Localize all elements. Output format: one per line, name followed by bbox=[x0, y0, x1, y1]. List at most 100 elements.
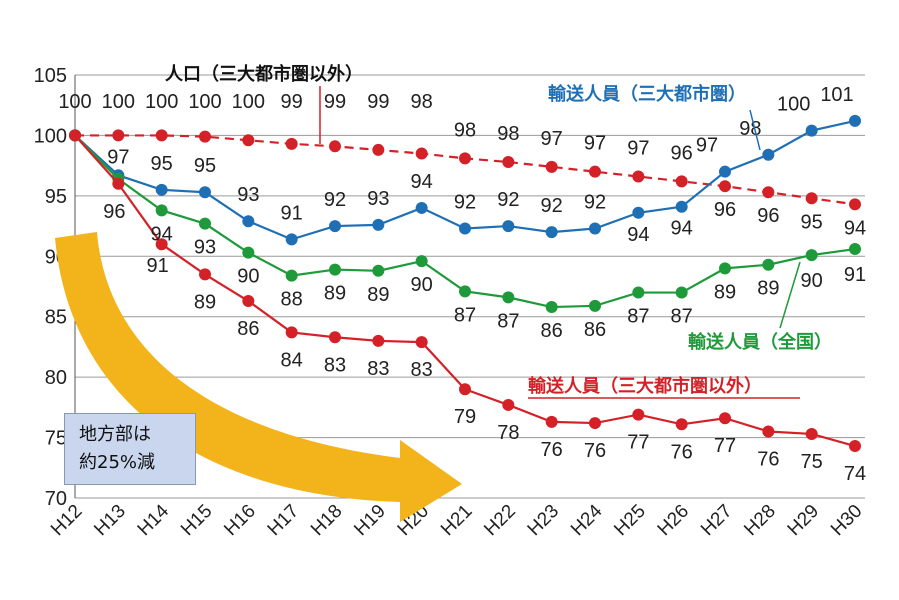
x-tick-label: H26 bbox=[654, 501, 693, 540]
data-point bbox=[285, 269, 298, 282]
data-label: 89 bbox=[714, 281, 736, 303]
x-tick-label: H19 bbox=[350, 501, 389, 540]
data-point bbox=[372, 218, 385, 231]
data-point bbox=[459, 152, 471, 165]
x-tick-label: H14 bbox=[134, 500, 174, 540]
series-name-label: 輸送人員（三大都市圏） bbox=[548, 83, 746, 105]
data-label: 95 bbox=[801, 211, 823, 233]
x-tick-label: H23 bbox=[524, 501, 563, 540]
data-point bbox=[329, 331, 341, 344]
x-tick-label: H27 bbox=[697, 501, 736, 540]
data-label: 97 bbox=[627, 138, 649, 160]
x-tick-label: H16 bbox=[220, 501, 259, 540]
data-point bbox=[719, 262, 731, 275]
y-tick-label: 100 bbox=[34, 125, 67, 147]
data-point bbox=[459, 285, 471, 298]
x-tick-label: H13 bbox=[90, 501, 129, 540]
data-point bbox=[545, 301, 558, 314]
data-label: 91 bbox=[844, 264, 866, 286]
data-point bbox=[719, 165, 731, 178]
data-label: 83 bbox=[411, 359, 433, 381]
data-point bbox=[112, 129, 125, 142]
data-point bbox=[675, 286, 688, 299]
decline-arrow bbox=[55, 232, 462, 522]
data-point bbox=[719, 180, 731, 193]
data-label: 88 bbox=[281, 289, 303, 311]
data-point bbox=[155, 238, 168, 251]
data-label: 93 bbox=[237, 184, 259, 206]
annotation-line-1: 地方部は bbox=[79, 424, 151, 445]
data-label: 89 bbox=[194, 291, 216, 313]
data-label: 92 bbox=[497, 189, 519, 211]
data-point bbox=[242, 295, 255, 308]
data-label: 94 bbox=[844, 217, 866, 239]
data-label: 93 bbox=[194, 237, 216, 259]
data-label: 100 bbox=[102, 91, 135, 113]
x-tick-label: H21 bbox=[437, 501, 476, 540]
data-label: 90 bbox=[411, 274, 433, 296]
data-label: 79 bbox=[454, 406, 476, 428]
series-name-label: 輸送人員（三大都市圏以外） bbox=[528, 375, 762, 397]
data-label: 95 bbox=[151, 153, 173, 175]
data-point bbox=[719, 412, 731, 425]
data-point bbox=[242, 246, 255, 259]
data-point bbox=[589, 222, 601, 235]
x-tick-label: H30 bbox=[827, 501, 866, 540]
data-label: 75 bbox=[801, 451, 823, 473]
x-tick-label: H22 bbox=[480, 501, 519, 540]
data-label: 100 bbox=[58, 91, 91, 113]
data-point bbox=[415, 255, 428, 268]
series-name-label: 輸送人員（全国） bbox=[688, 331, 832, 353]
data-point bbox=[762, 148, 775, 161]
data-point bbox=[589, 417, 601, 430]
data-point bbox=[372, 143, 385, 156]
data-point bbox=[285, 137, 298, 150]
data-label: 96 bbox=[671, 142, 693, 164]
data-point bbox=[459, 222, 471, 235]
data-point bbox=[632, 170, 645, 183]
data-label: 86 bbox=[584, 319, 606, 341]
data-point bbox=[502, 220, 515, 233]
data-point bbox=[199, 130, 211, 143]
data-label: 92 bbox=[584, 191, 606, 213]
data-point bbox=[502, 291, 515, 304]
data-label: 87 bbox=[454, 304, 476, 326]
series-labels: 人口（三大都市圏以外） 輸送人員（三大都市圏） 輸送人員（全国） 輸送人員（三大都市圏… bbox=[165, 63, 832, 399]
data-point bbox=[199, 217, 211, 230]
data-label: 89 bbox=[324, 283, 346, 305]
data-label: 96 bbox=[103, 201, 125, 223]
data-label: 87 bbox=[671, 306, 693, 328]
data-point bbox=[329, 140, 341, 153]
data-label: 92 bbox=[454, 191, 476, 213]
data-point bbox=[762, 425, 775, 438]
data-label: 97 bbox=[107, 146, 129, 168]
data-point bbox=[805, 427, 818, 440]
y-tick-label: 95 bbox=[45, 186, 67, 208]
data-label: 100 bbox=[777, 94, 810, 116]
data-label: 98 bbox=[739, 118, 761, 140]
data-label: 87 bbox=[497, 310, 519, 332]
data-label: 97 bbox=[696, 135, 718, 157]
data-point bbox=[545, 415, 558, 428]
data-label: 76 bbox=[671, 441, 693, 463]
data-point bbox=[632, 206, 645, 219]
x-tick-label: H28 bbox=[740, 501, 779, 540]
data-label: 98 bbox=[454, 119, 476, 141]
y-tick-label: 105 bbox=[34, 65, 67, 87]
data-point bbox=[285, 326, 298, 339]
data-point bbox=[155, 204, 168, 217]
y-tick-label: 75 bbox=[45, 428, 67, 450]
y-tick-label: 85 bbox=[45, 307, 67, 329]
data-point bbox=[415, 201, 428, 214]
data-point bbox=[632, 408, 645, 421]
data-point bbox=[675, 418, 688, 431]
x-axis: H12 H13 H14 H15 H16 H17 H18 H19 H20 H21 H22 H23 H24 H… bbox=[47, 500, 866, 540]
data-label: 90 bbox=[801, 270, 823, 292]
data-point bbox=[199, 268, 211, 281]
data-label: 99 bbox=[367, 91, 389, 113]
data-point bbox=[329, 263, 341, 276]
data-point bbox=[69, 129, 81, 142]
annotation-box: 地方部は 約25%減 bbox=[64, 413, 196, 485]
